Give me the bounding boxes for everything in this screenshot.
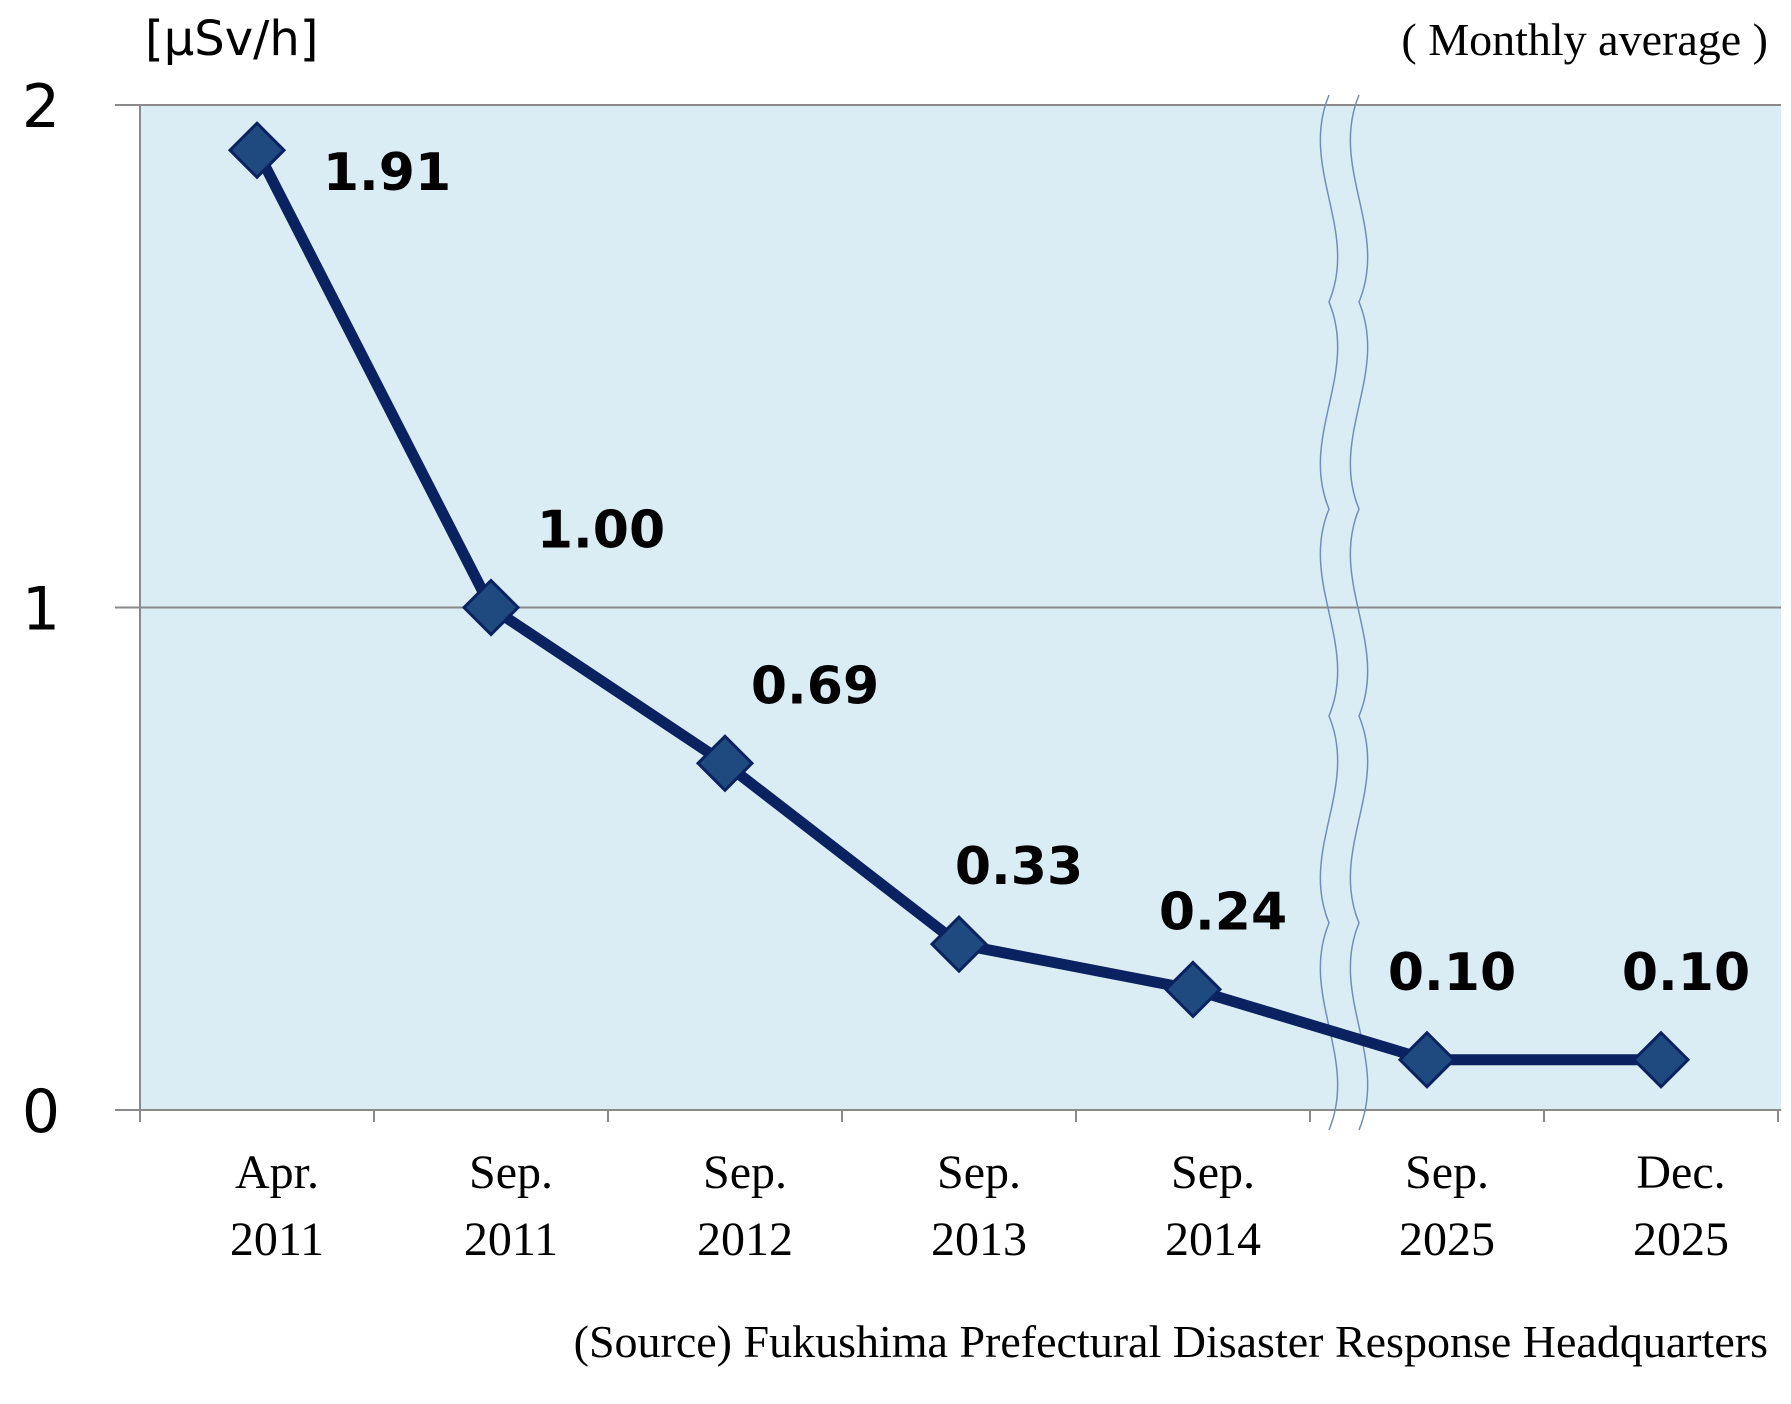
- data-label: 0.10: [1388, 943, 1516, 1003]
- unit-label: [μSv/h]: [145, 11, 318, 67]
- data-point-marker: [1397, 1030, 1457, 1089]
- data-label: 1.91: [323, 143, 451, 203]
- x-tick-label: Sep.: [469, 1146, 553, 1199]
- x-tick-label: Sep.: [1171, 1146, 1255, 1199]
- x-tick-label: Sep.: [1405, 1146, 1489, 1199]
- data-label: 0.33: [955, 837, 1083, 897]
- x-tick-label: 2025: [1633, 1213, 1729, 1266]
- data-label: 0.24: [1159, 882, 1287, 942]
- y-tick-label: 1: [22, 575, 60, 645]
- data-label: 1.00: [537, 501, 665, 561]
- y-tick-label: 2: [22, 72, 60, 142]
- x-tick-label: Sep.: [703, 1146, 787, 1199]
- data-label: 0.10: [1622, 943, 1750, 1003]
- x-tick-label: 2011: [464, 1213, 558, 1266]
- x-tick-label: 2025: [1399, 1213, 1495, 1266]
- monthly-average-note: ( Monthly average ): [1401, 14, 1768, 65]
- data-point-marker: [695, 734, 755, 793]
- x-tick-label: 2014: [1165, 1213, 1261, 1266]
- data-point-marker: [929, 915, 989, 974]
- x-tick-label: Apr.: [235, 1146, 319, 1199]
- x-tick-label: Dec.: [1636, 1146, 1725, 1199]
- data-labels: 1.91 1.00 0.69 0.33 0.24 0.10 0.10: [323, 143, 1750, 1003]
- x-tick-label: 2011: [230, 1213, 324, 1266]
- y-axis: 0 1 2: [22, 72, 141, 1147]
- data-label: 0.69: [751, 656, 879, 716]
- axis-break-line: [1319, 94, 1339, 1131]
- series-markers: [227, 121, 1691, 1089]
- x-axis: Apr. 2011 Sep. 2011 Sep. 2012 Sep. 2013 Sep. 2014…: [139, 1109, 1781, 1266]
- x-tick-label: 2013: [931, 1213, 1027, 1266]
- axis-break: [1319, 94, 1369, 1131]
- x-tick-label: 2012: [697, 1213, 793, 1266]
- y-tick-label: 0: [22, 1077, 60, 1147]
- axis-break-line: [1349, 94, 1369, 1131]
- source-note: (Source) Fukushima Prefectural Disaster …: [574, 1316, 1768, 1367]
- data-point-marker: [1163, 960, 1223, 1019]
- data-point-marker: [227, 121, 287, 180]
- x-tick-label: Sep.: [937, 1146, 1021, 1199]
- data-point-marker: [461, 578, 521, 637]
- data-point-marker: [1631, 1030, 1691, 1089]
